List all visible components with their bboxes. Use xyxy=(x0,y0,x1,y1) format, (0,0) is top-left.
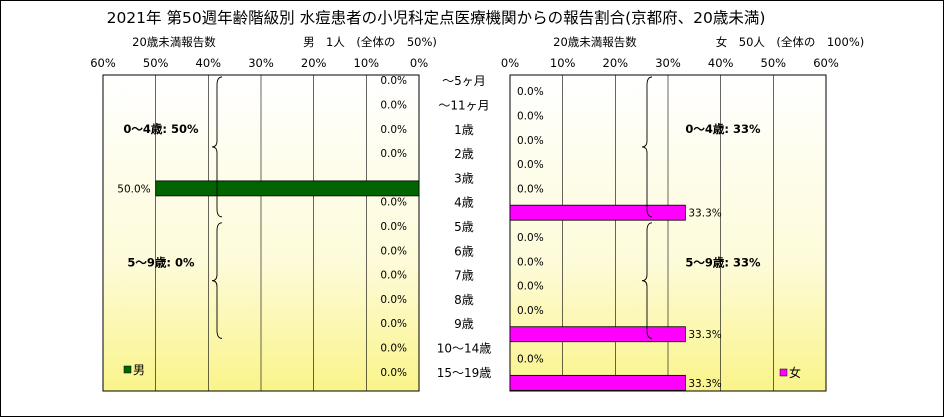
category-label: 6歳 xyxy=(454,244,474,258)
data-label: 0.0% xyxy=(380,99,407,111)
data-label: 33.3% xyxy=(688,208,721,220)
female-bars xyxy=(509,204,686,391)
data-label: 0.0% xyxy=(517,281,544,293)
female-header: 女 50人 (全体の 100%) xyxy=(716,35,864,49)
male-legend-swatch xyxy=(123,365,132,374)
tick-label: 60% xyxy=(90,56,116,70)
tick-label: 10% xyxy=(550,56,576,70)
data-label: 0.0% xyxy=(380,75,407,87)
group-brace xyxy=(211,222,223,339)
tick-label: 50% xyxy=(143,56,169,70)
data-label: 0.0% xyxy=(380,367,407,379)
group-brace xyxy=(211,76,223,218)
data-label: 0.0% xyxy=(380,221,407,233)
bar xyxy=(509,374,686,391)
tick-label: 0% xyxy=(501,56,519,70)
category-label: ～5ヶ月 xyxy=(442,74,486,88)
data-label: 0.0% xyxy=(380,343,407,355)
female-data-labels: 0.0% 0.0% 0.0% 0.0% 0.0% 33.3% 0.0% 0.0% 0.0% 0.0… xyxy=(517,86,722,390)
data-label: 0.0% xyxy=(380,318,407,330)
category-label: 5歳 xyxy=(454,220,474,234)
male-gridlines xyxy=(155,75,367,391)
tick-label: 30% xyxy=(655,56,681,70)
data-label: 33.3% xyxy=(688,378,721,390)
category-label: 7歳 xyxy=(454,269,474,283)
male-bars xyxy=(155,180,420,197)
data-label: 0.0% xyxy=(517,354,544,366)
data-label: 0.0% xyxy=(380,124,407,136)
category-label: ～11ヶ月 xyxy=(438,98,489,112)
group-brace xyxy=(641,222,653,339)
male-header: 男 1人 (全体の 50%) xyxy=(303,35,437,49)
tick-label: 0% xyxy=(410,56,428,70)
data-label: 0.0% xyxy=(380,294,407,306)
data-label: 33.3% xyxy=(688,329,721,341)
female-age-groups: 0～4歳: 33% 5～9歳: 33% xyxy=(641,76,761,339)
category-label: 10～14歳 xyxy=(437,342,492,356)
tick-label: 30% xyxy=(248,56,274,70)
bar xyxy=(155,180,420,197)
data-label: 0.0% xyxy=(517,305,544,317)
tick-label: 20% xyxy=(301,56,327,70)
female-axis-label: 20歳未満報告数 xyxy=(553,35,637,49)
male-legend-label: 男 xyxy=(133,363,145,377)
category-label: 8歳 xyxy=(454,293,474,307)
group-label: 0～4歳: 50% xyxy=(123,122,199,136)
category-label: 2歳 xyxy=(454,147,474,161)
data-label: 0.0% xyxy=(517,135,544,147)
data-label: 0.0% xyxy=(517,256,544,268)
tick-label: 60% xyxy=(813,56,839,70)
group-label: 5～9歳: 33% xyxy=(685,256,761,270)
data-label: 0.0% xyxy=(380,245,407,257)
tick-label: 20% xyxy=(603,56,629,70)
data-label: 0.0% xyxy=(380,270,407,282)
category-labels: ～5ヶ月 ～11ヶ月 1歳 2歳 3歳 4歳 5歳 6歳 7歳 8歳 9歳 10～14歳 15～19歳 xyxy=(437,74,492,380)
male-age-groups: 0～4歳: 50% 5～9歳: 0% xyxy=(123,76,223,339)
tick-label: 40% xyxy=(196,56,222,70)
bar xyxy=(509,326,686,343)
tick-label: 50% xyxy=(761,56,787,70)
data-label: 50.0% xyxy=(117,183,150,195)
male-tick-labels: 0% 10% 20% 30% 40% 50% 60% xyxy=(90,56,428,70)
data-label: 0.0% xyxy=(517,110,544,122)
male-axis-label: 20歳未満報告数 xyxy=(132,35,216,49)
tick-label: 10% xyxy=(354,56,380,70)
group-brace xyxy=(641,76,653,218)
category-label: 1歳 xyxy=(454,123,474,137)
group-label: 0～4歳: 33% xyxy=(685,122,761,136)
bar xyxy=(509,204,686,221)
category-label: 4歳 xyxy=(454,196,474,210)
data-label: 0.0% xyxy=(380,148,407,160)
data-label: 0.0% xyxy=(380,197,407,209)
female-legend-label: 女 xyxy=(789,365,801,380)
female-legend-swatch xyxy=(779,368,788,377)
tick-label: 40% xyxy=(708,56,734,70)
data-label: 0.0% xyxy=(517,183,544,195)
female-tick-labels: 0% 10% 20% 30% 40% 50% 60% xyxy=(501,56,839,70)
chart-title: 2021年 第50週年齢階級別 水痘患者の小児科定点医療機関からの報告割合(京都… xyxy=(107,9,766,27)
category-label: 9歳 xyxy=(454,317,474,331)
data-label: 0.0% xyxy=(517,86,544,98)
category-label: 15～19歳 xyxy=(437,366,492,380)
data-label: 0.0% xyxy=(517,159,544,171)
group-label: 5～9歳: 0% xyxy=(127,256,195,270)
category-label: 3歳 xyxy=(454,171,474,185)
data-label: 0.0% xyxy=(517,232,544,244)
male-data-labels: 0.0% 0.0% 0.0% 0.0% 50.0% 0.0% 0.0% 0.0% 0.0% 0.0… xyxy=(117,75,407,379)
